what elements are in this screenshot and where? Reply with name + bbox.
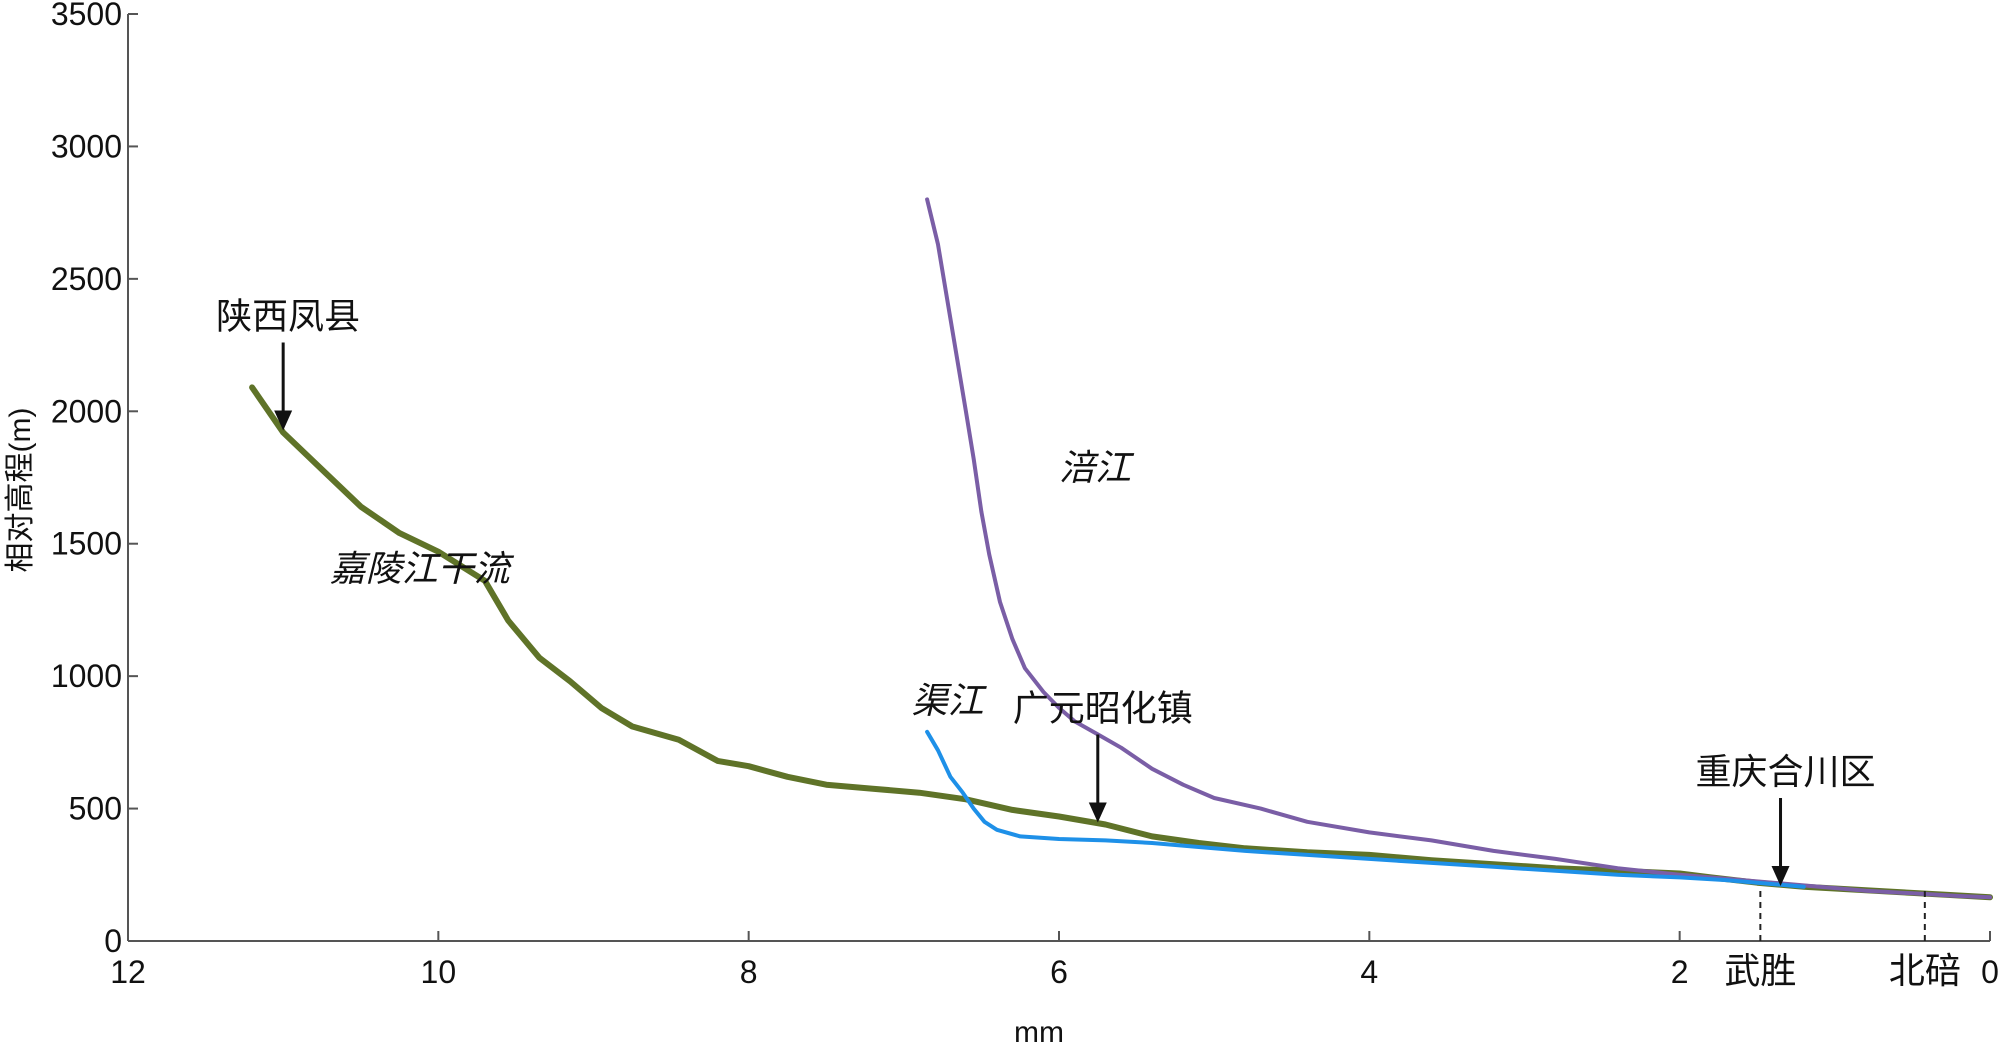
series-label: 嘉陵江干流 [330,549,515,590]
location-marker-label: 北碚 [1889,951,1961,992]
series-label: 渠江 [912,681,988,722]
y-tick-label: 1500 [51,526,122,562]
y-axis-ticks: 0 500 1000 1500 2000 2500 3000 3500 [51,0,138,959]
y-tick-label: 2000 [51,393,122,429]
series-line-3 [925,729,1806,889]
x-axis-title: mm [1014,1016,1064,1049]
y-tick-label: 3500 [51,0,122,32]
annotation-label: 陕西凤县 [216,296,360,337]
x-tick-label: 8 [740,954,758,990]
y-tick-label: 0 [104,923,122,959]
x-tick-label: 12 [110,954,146,990]
y-tick-label: 500 [69,791,122,827]
series-label: 涪江 [1059,448,1135,489]
annotation-label: 重庆合川区 [1696,752,1876,793]
x-tick-label: 2 [1671,954,1689,990]
y-tick-label: 1000 [51,658,122,694]
x-tick-label: 0 [1981,954,1999,990]
marker-layer: 武胜 北碚 [1724,891,1961,992]
y-tick-label: 3000 [51,128,122,164]
location-marker-label: 武胜 [1724,951,1796,992]
x-axis-ticks: 12 10 8 6 4 2 0 [110,931,1999,990]
annotation-arrow-head [1771,866,1790,887]
y-tick-label: 2500 [51,261,122,297]
y-axis-title: 相对高程(m) [4,408,37,573]
annotation-arrow-head [1088,802,1107,823]
x-tick-label: 10 [421,954,457,990]
annotation-arrow-head [274,410,293,431]
annotation-label: 广元昭化镇 [1013,688,1193,729]
x-tick-label: 6 [1050,954,1068,990]
plot-area: 12 10 8 6 4 2 0 0 500 1000 1500 2000 2500 3000 3500 武… [51,0,1999,992]
series-layer [249,197,1993,901]
x-tick-label: 4 [1360,954,1378,990]
